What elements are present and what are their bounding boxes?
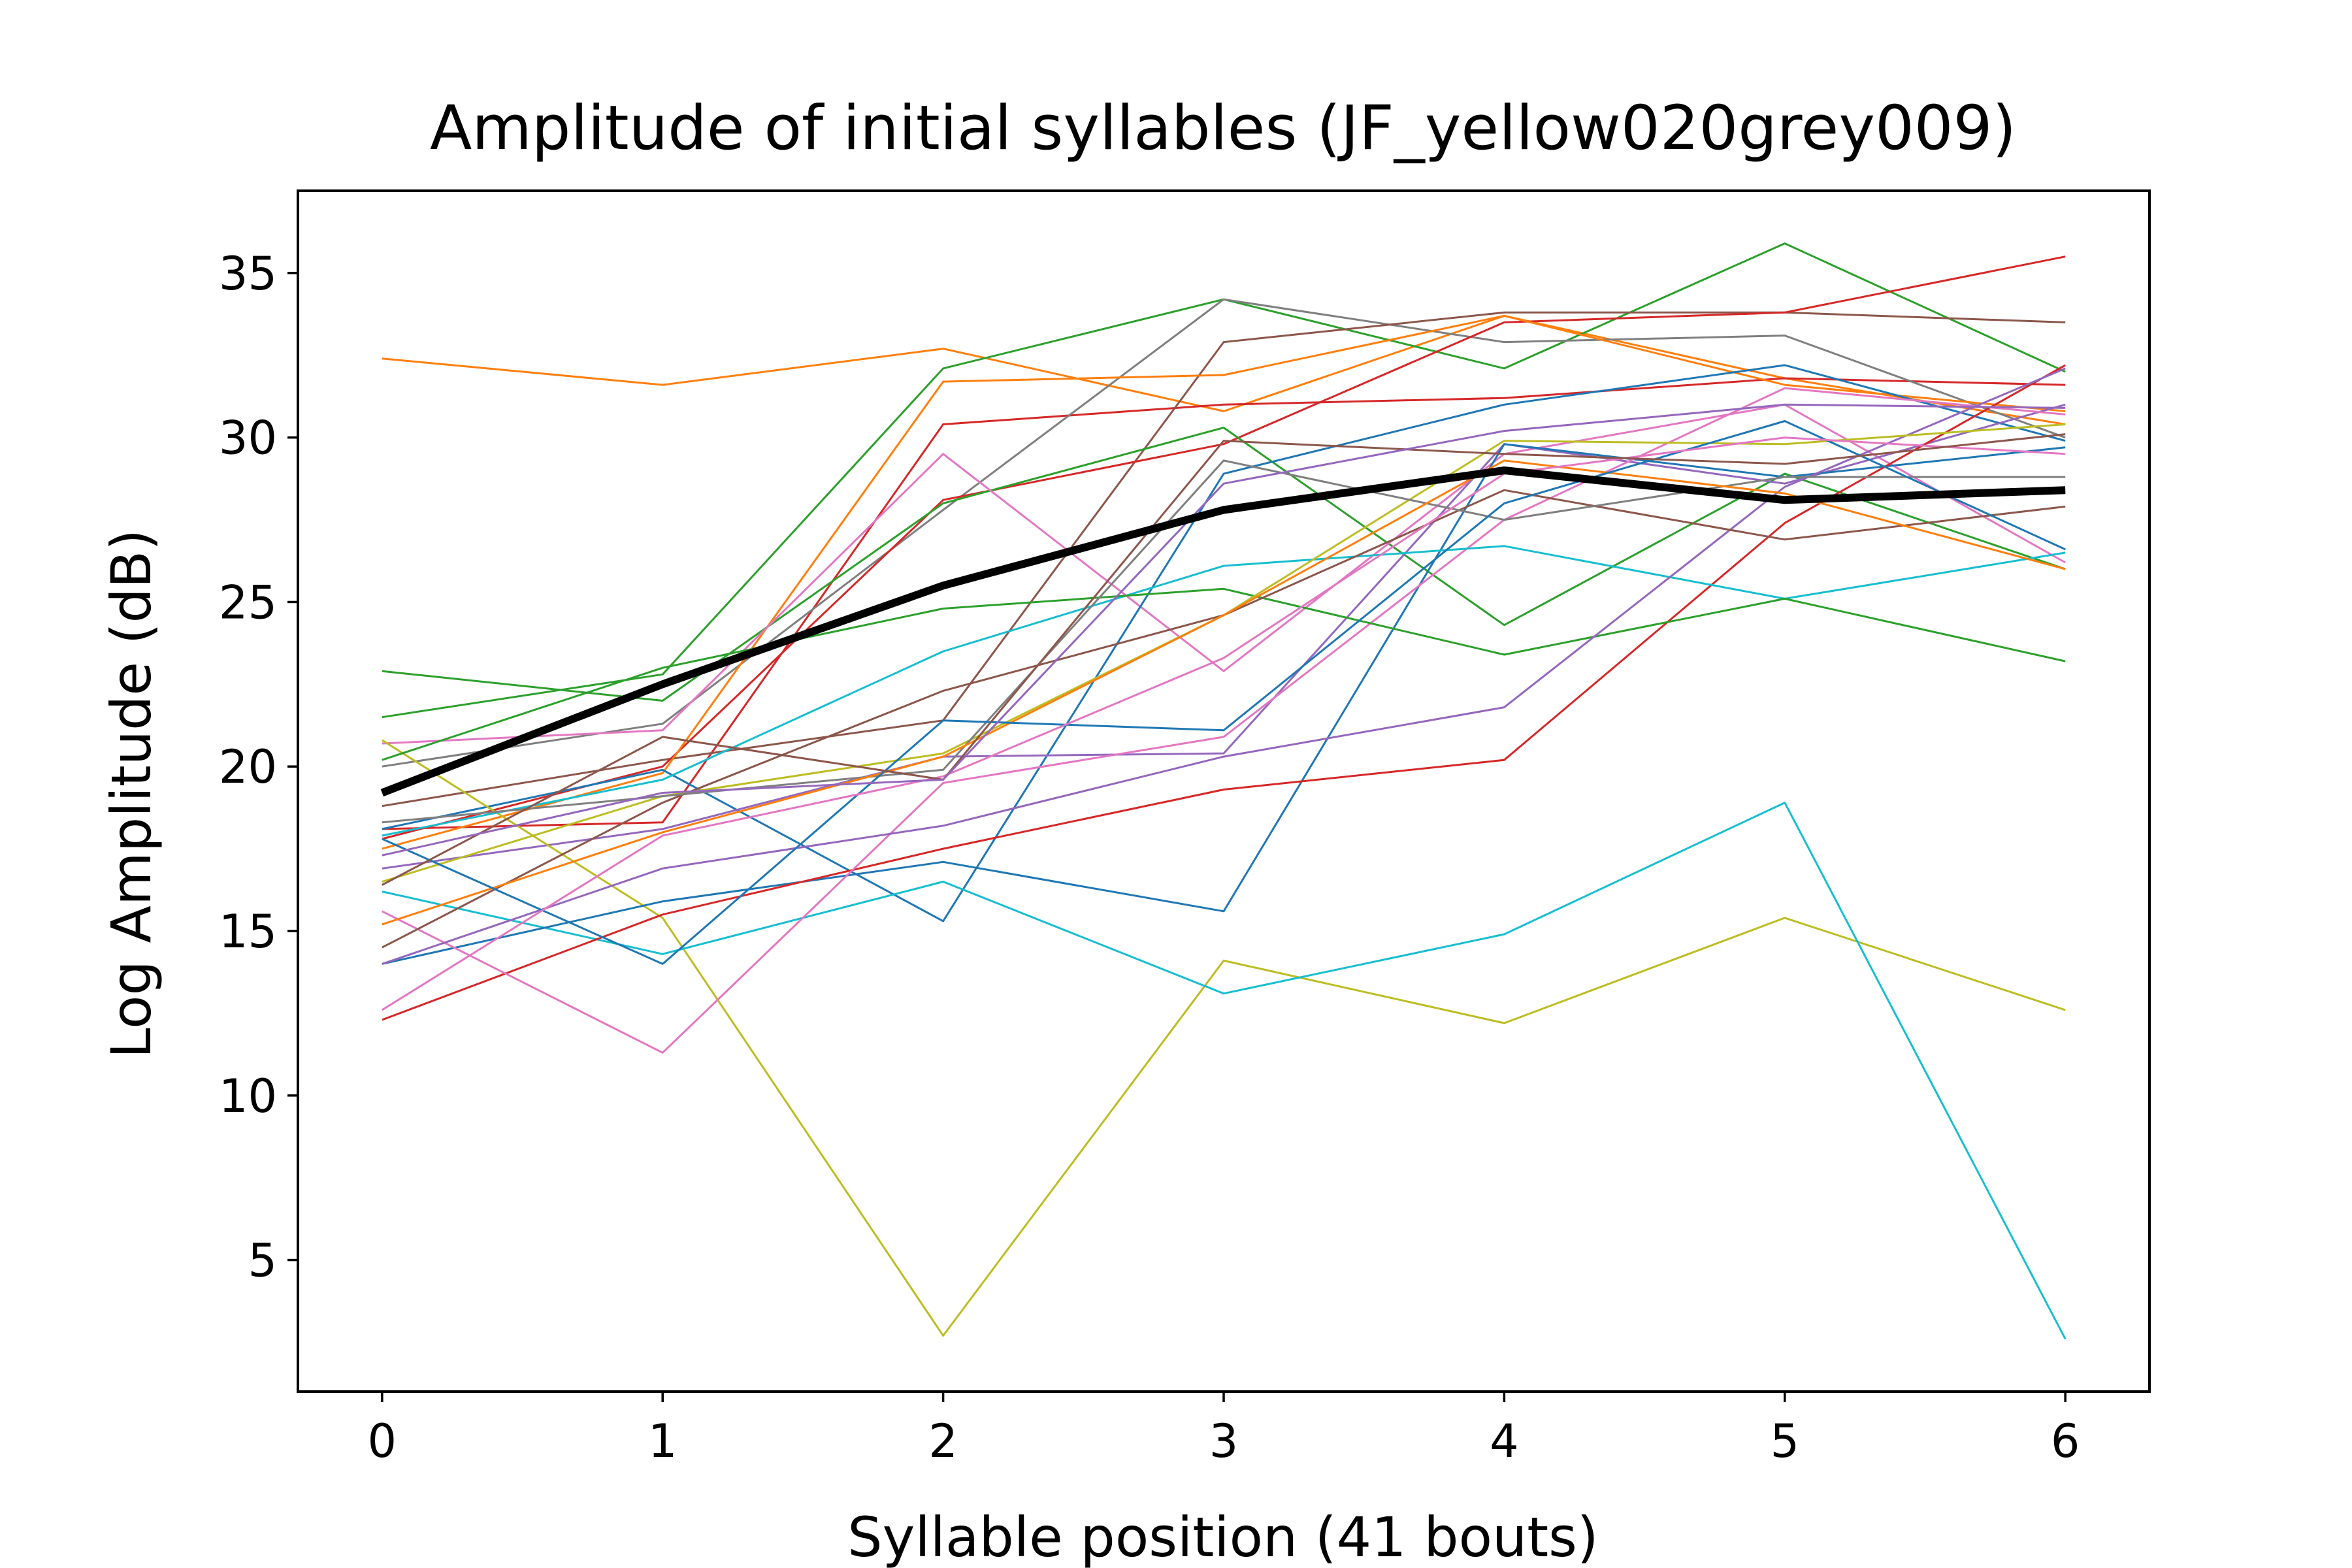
x-tick-label: 3 bbox=[1209, 1414, 1239, 1468]
series-line-23 bbox=[382, 459, 2066, 926]
x-tick-label: 2 bbox=[928, 1414, 958, 1468]
series-line-4 bbox=[382, 298, 2066, 768]
y-tick-label: 25 bbox=[219, 576, 277, 629]
y-tick-label: 35 bbox=[219, 247, 277, 301]
x-tick-label: 0 bbox=[368, 1414, 397, 1468]
mean-line bbox=[380, 466, 2066, 797]
x-tick-label: 1 bbox=[648, 1414, 678, 1468]
y-tick-label: 5 bbox=[248, 1234, 277, 1288]
series-line-6 bbox=[382, 255, 2066, 840]
series-line-24 bbox=[382, 420, 2066, 965]
series-line-10 bbox=[382, 364, 2066, 923]
series-line-26 bbox=[382, 433, 2066, 886]
y-axis-label: Log Amplitude (dB) bbox=[99, 529, 163, 1058]
x-tick-label: 6 bbox=[2051, 1414, 2080, 1468]
chart-title: Amplitude of initial syllables (JF_yello… bbox=[430, 93, 2016, 164]
mean-layer bbox=[380, 466, 2066, 797]
series-line-13 bbox=[382, 802, 2066, 1340]
x-tick-label: 5 bbox=[1771, 1414, 1800, 1468]
y-tick-label: 15 bbox=[219, 905, 277, 958]
y-tick-label: 10 bbox=[219, 1070, 277, 1123]
series-line-16 bbox=[382, 387, 2066, 1054]
series-line-11 bbox=[382, 403, 2066, 870]
series-line-22 bbox=[382, 459, 2066, 824]
series-line-25 bbox=[382, 436, 2066, 1011]
y-axis: 5 10 15 20 25 30 35 bbox=[219, 247, 298, 1288]
x-axis-label: Syllable position (41 bouts) bbox=[847, 1505, 1598, 1568]
series-layer bbox=[381, 242, 2066, 1340]
series-line-12 bbox=[381, 739, 2066, 1337]
x-axis: 0 1 2 3 4 5 6 bbox=[368, 1392, 2080, 1468]
y-tick-label: 20 bbox=[219, 740, 277, 794]
series-line-18 bbox=[382, 587, 2066, 761]
series-line-3 bbox=[382, 377, 2066, 830]
y-tick-label: 30 bbox=[219, 412, 277, 465]
x-tick-label: 4 bbox=[1490, 1414, 1519, 1468]
series-line-15 bbox=[382, 364, 2066, 1021]
series-line-19 bbox=[382, 367, 2066, 965]
series-line-7 bbox=[382, 314, 2066, 850]
series-line-8 bbox=[382, 427, 2066, 702]
series-line-27 bbox=[382, 403, 2066, 857]
